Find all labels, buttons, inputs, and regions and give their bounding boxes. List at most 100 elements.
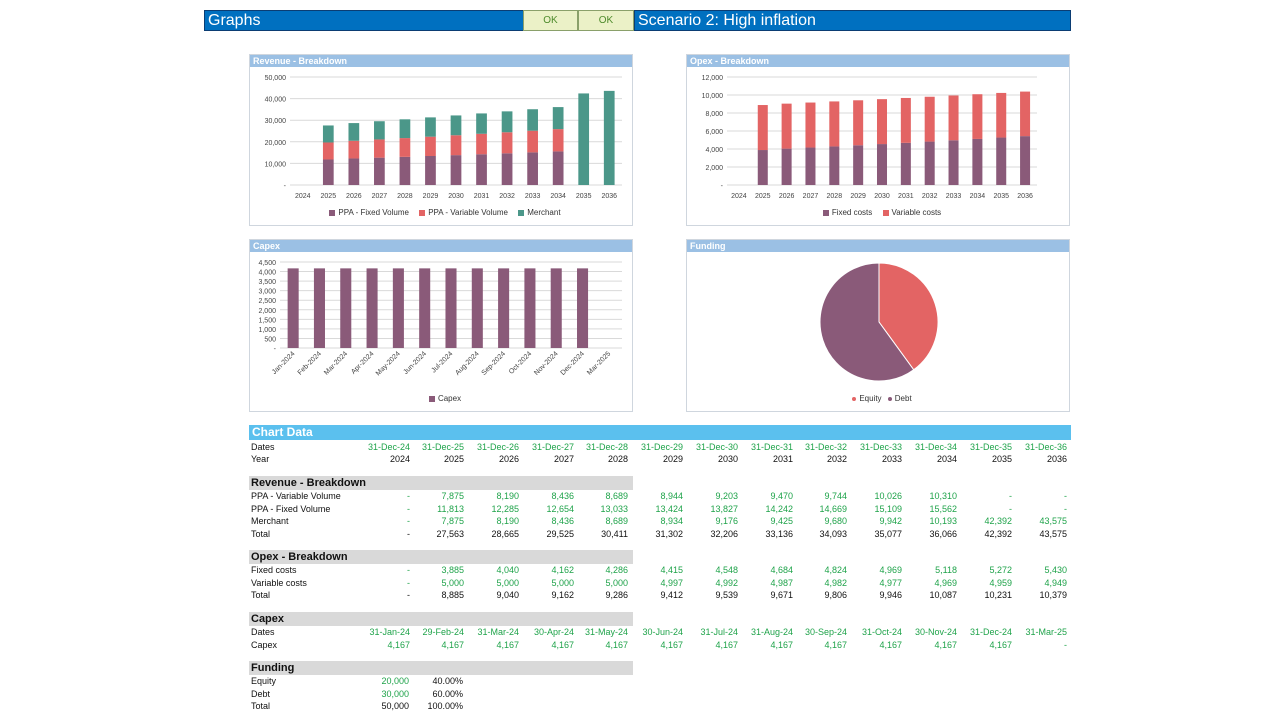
table-cell: 9,176 bbox=[715, 516, 738, 526]
y-tick-label: 2,500 bbox=[258, 298, 276, 305]
bar-fixed-costs-2035 bbox=[996, 137, 1007, 185]
bar-variable-costs-2031 bbox=[900, 97, 911, 143]
chart-data-band: Chart Data bbox=[249, 425, 1071, 440]
bar-capex-Nov-2024 bbox=[550, 268, 562, 348]
capex-chart-panel[interactable]: Capex - 500 1,000 1,500 2,000 2,500 3,000 3,500… bbox=[249, 239, 633, 412]
table-cell: 31-Dec-27 bbox=[531, 442, 574, 452]
bar-capex-Dec-2024 bbox=[577, 268, 589, 348]
funding-chart-panel[interactable]: Funding Equity Debt bbox=[686, 239, 1070, 412]
x-tick-label: 2024 bbox=[295, 193, 311, 200]
bar-variable-costs-2033 bbox=[948, 95, 959, 141]
x-tick-label: 2028 bbox=[827, 193, 843, 200]
table-cell: 43,575 bbox=[1039, 528, 1067, 539]
x-tick-label: Oct-2024 bbox=[508, 350, 533, 375]
pie-slice-debt bbox=[819, 262, 915, 382]
bar-capex-Apr-2024 bbox=[366, 268, 378, 348]
y-tick-label: 10,000 bbox=[702, 93, 724, 100]
funding-amount: 30,000 bbox=[381, 688, 409, 699]
bar-fixed-costs-2036 bbox=[1020, 136, 1031, 185]
bar-capex-May-2024 bbox=[392, 268, 404, 348]
table-row: Capex 4,167 4,167 4,167 4,167 4,167 4,167 4,167… bbox=[251, 639, 1071, 651]
table-cell: 7,875 bbox=[441, 516, 464, 526]
table-cell: 4,824 bbox=[824, 565, 847, 575]
table-cell: 2031 bbox=[772, 454, 793, 464]
x-tick-label: 2030 bbox=[874, 193, 890, 200]
bar-fixed-costs-2025 bbox=[757, 150, 768, 185]
bar-variable-costs-2036 bbox=[1020, 91, 1031, 137]
table-cell: 2026 bbox=[498, 454, 519, 464]
bar-ppa-fixed-volume-2031 bbox=[476, 154, 487, 185]
x-tick-label: Aug-2024 bbox=[454, 350, 480, 376]
opex-chart-panel[interactable]: Opex - Breakdown - 2,000 4,000 6,000 8,000 10… bbox=[686, 54, 1070, 226]
bar-ppa-fixed-volume-2027 bbox=[374, 157, 385, 185]
table-cell: 31-Dec-25 bbox=[421, 442, 464, 452]
bar-fixed-costs-2026 bbox=[781, 148, 792, 185]
bar-capex-Sep-2024 bbox=[498, 268, 510, 348]
table-cell: 2025 bbox=[443, 454, 464, 464]
table-cell: 31-Dec-24 bbox=[367, 442, 410, 452]
table-cell: 31-Dec-33 bbox=[859, 442, 902, 452]
y-tick-label: 2,000 bbox=[258, 308, 276, 315]
table-cell: 4,992 bbox=[715, 577, 738, 588]
table-cell: 5,430 bbox=[1044, 565, 1067, 575]
row-label: Equity bbox=[251, 676, 277, 686]
bar-ppa-variable-volume-2026 bbox=[348, 140, 360, 159]
legend-swatch bbox=[852, 396, 857, 401]
x-tick-label: Jun-2024 bbox=[403, 350, 429, 376]
table-cell: 10,026 bbox=[874, 491, 902, 501]
x-tick-label: 2035 bbox=[993, 193, 1009, 200]
table-cell: 28,665 bbox=[491, 528, 519, 539]
bar-fixed-costs-2032 bbox=[924, 141, 935, 185]
revenue-chart-panel[interactable]: Revenue - Breakdown - 10,000 20,000 30,000 4… bbox=[249, 54, 633, 226]
table-cell: 33,136 bbox=[765, 528, 793, 539]
x-tick-label: 2029 bbox=[423, 193, 439, 200]
y-tick-label: 30,000 bbox=[265, 118, 287, 125]
table-cell: 4,167 bbox=[660, 639, 683, 650]
bar-ppa-fixed-volume-2025 bbox=[322, 159, 334, 185]
table-row: Merchant - 7,875 8,190 8,436 8,689 8,934 9,176 9… bbox=[251, 515, 1071, 527]
x-tick-label: 2026 bbox=[346, 193, 362, 200]
funding-chart bbox=[819, 262, 939, 382]
row-label: Year bbox=[251, 454, 270, 464]
legend-swatch bbox=[882, 209, 889, 216]
revenue-legend: PPA - Fixed Volume PPA - Variable Volume… bbox=[250, 208, 632, 217]
scenario-title: Scenario 2: High inflation bbox=[638, 12, 816, 29]
table-cell: 43,575 bbox=[1039, 516, 1067, 526]
ok-button-2[interactable]: OK bbox=[578, 10, 634, 31]
bar-variable-costs-2029 bbox=[853, 100, 864, 146]
ok-button-1[interactable]: OK bbox=[523, 10, 578, 31]
bar-fixed-costs-2033 bbox=[948, 140, 959, 185]
revenue-section-header: Revenue - Breakdown bbox=[249, 476, 633, 490]
table-cell: 4,167 bbox=[551, 639, 574, 650]
y-tick-label: - bbox=[274, 346, 277, 353]
table-cell: 31-Mar-25 bbox=[1025, 627, 1067, 637]
row-label: PPA - Fixed Volume bbox=[251, 503, 331, 514]
bar-variable-costs-2026 bbox=[781, 103, 792, 149]
table-cell: - bbox=[407, 491, 410, 501]
bar-variable-costs-2030 bbox=[876, 99, 888, 145]
x-tick-label: 2031 bbox=[898, 193, 914, 200]
table-cell: 31-Dec-31 bbox=[750, 442, 793, 452]
legend-label: Debt bbox=[894, 394, 912, 403]
table-cell: 4,167 bbox=[496, 639, 519, 650]
table-cell: 31-May-24 bbox=[584, 627, 628, 637]
funding-section-title: Funding bbox=[251, 662, 295, 674]
table-cell: 31-Dec-34 bbox=[914, 442, 957, 452]
table-cell: 27,563 bbox=[436, 528, 464, 539]
bar-ppa-fixed-volume-2034 bbox=[552, 151, 564, 185]
funding-legend: Equity Debt bbox=[687, 394, 1069, 403]
table-cell: - bbox=[1064, 639, 1067, 650]
table-cell: 2033 bbox=[881, 454, 902, 464]
table-cell: 13,033 bbox=[600, 503, 628, 514]
table-cell: 4,167 bbox=[989, 639, 1012, 650]
table-cell: 9,671 bbox=[770, 590, 793, 600]
bar-variable-costs-2034 bbox=[972, 94, 983, 139]
dates-row: Dates 31-Dec-24 31-Dec-25 31-Dec-26 31-Dec-… bbox=[251, 441, 1071, 453]
y-tick-label: 500 bbox=[264, 336, 276, 343]
funding-chart-title: Funding bbox=[687, 240, 1069, 252]
x-tick-label: 2033 bbox=[946, 193, 962, 200]
opex-section-header: Opex - Breakdown bbox=[249, 550, 633, 564]
table-cell: 4,167 bbox=[387, 639, 410, 650]
table-cell: 4,167 bbox=[824, 639, 847, 650]
x-tick-label: 2030 bbox=[448, 193, 464, 200]
